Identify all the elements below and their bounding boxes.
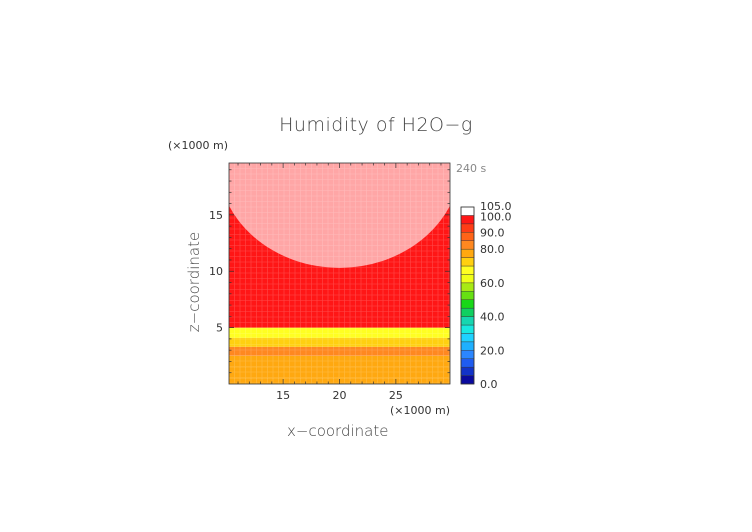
heatmap-band-2: [229, 355, 450, 368]
heatmap-field: [229, 163, 450, 384]
colorbar-swatch-0: [460, 375, 475, 385]
heatmap-band-4: [229, 337, 450, 347]
colorbar-swatch-19: [460, 215, 475, 225]
colorbar-label: 80.0: [480, 243, 505, 256]
chart-title: Humidity of H2O−g: [279, 114, 473, 136]
colorbar-frame: [460, 206, 475, 385]
colorbar-label: 60.0: [480, 277, 505, 290]
colorbar-swatch-9: [460, 299, 475, 309]
colorbar-swatch-4: [460, 341, 475, 351]
x-tick-label: 15: [276, 389, 290, 402]
heatmap-band-3: [229, 346, 450, 356]
colorbar-swatch-8: [460, 307, 475, 317]
colorbar-swatch-18: [460, 223, 475, 233]
plot-axes: 15 20 25 5 10 15: [209, 162, 451, 402]
colorbar-swatch-5: [460, 333, 475, 343]
colorbar-swatch-2: [460, 358, 475, 368]
colorbar-label: 100.0: [480, 210, 512, 223]
colorbar-swatch-14: [460, 257, 475, 267]
x-tick-label: 25: [389, 389, 403, 402]
colorbar-swatch-7: [460, 316, 475, 326]
colorbar-swatch-15: [460, 248, 475, 258]
y-axis-unit: (×1000 m): [168, 139, 229, 152]
time-label: 240 s: [456, 162, 487, 175]
colorbar-swatch-11: [460, 282, 475, 292]
colorbar-swatch-12: [460, 274, 475, 284]
y-tick-label: 15: [209, 209, 223, 222]
x-axis-label: x−coordinate: [287, 422, 389, 440]
x-tick-label: 20: [333, 389, 347, 402]
x-axis-unit: (×1000 m): [390, 404, 451, 417]
colorbar-label: 105.0: [480, 200, 512, 213]
colorbar-label: 90.0: [480, 226, 505, 239]
colorbar-swatch-13: [460, 265, 475, 275]
saturated-region: [229, 163, 450, 268]
colorbar-swatch-17: [460, 232, 475, 241]
colorbar-label: 40.0: [480, 311, 505, 324]
colorbar-label: 20.0: [480, 344, 505, 357]
heatmap-band-1: [229, 367, 450, 379]
y-tick-label: 10: [209, 265, 223, 278]
colorbar-swatch-20: [460, 206, 475, 216]
grid-texture: [229, 163, 450, 384]
colorbar-swatch-1: [460, 366, 475, 376]
colorbar-swatch-3: [460, 350, 475, 359]
y-tick-label: 5: [216, 322, 223, 335]
colorbar-swatch-10: [460, 291, 475, 300]
colorbar-swatch-16: [460, 240, 475, 250]
colorbar-label: 0.0: [480, 378, 498, 391]
colorbar-swatch-6: [460, 324, 475, 334]
heatmap-band-5: [229, 327, 450, 338]
